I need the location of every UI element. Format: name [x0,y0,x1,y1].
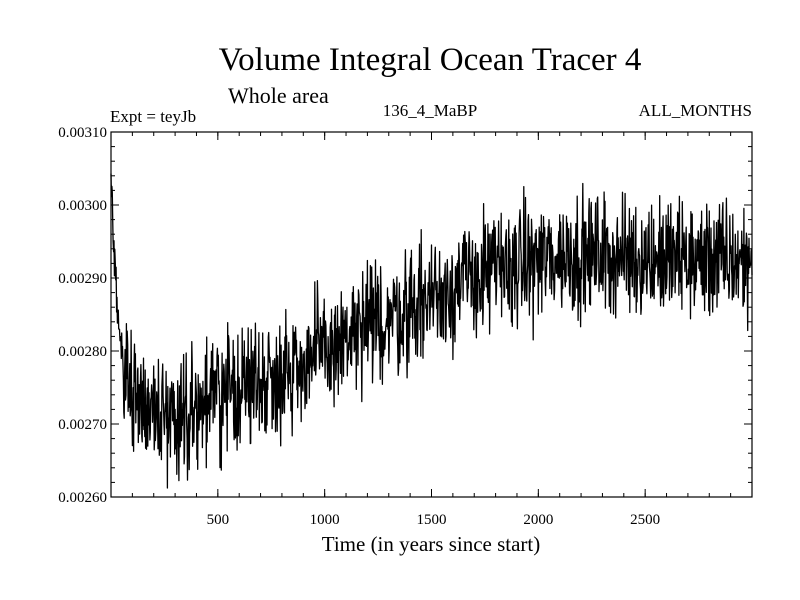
y-tick-label: 0.00270 [58,417,107,433]
plot-frame [110,131,753,498]
x-tick-label: 1500 [417,512,447,528]
x-tick-label: 1000 [310,512,340,528]
x-tick-label: 2500 [630,512,660,528]
chart-subtitle: Whole area [228,83,329,108]
months-label: ALL_MONTHS [639,101,752,120]
experiment-label: Expt = teyJb [110,107,196,126]
x-tick-label: 500 [207,512,230,528]
chart-title: Volume Integral Ocean Tracer 4 [219,42,642,78]
series-line [110,173,753,489]
tick-layer: 0.00260 0.00270 0.00280 0.00290 0.00300 0.003… [58,125,752,528]
series-layer [110,173,753,489]
period-label: 136_4_MaBP [383,101,477,120]
y-tick-label: 0.00260 [58,490,107,506]
y-tick-label: 0.00310 [58,125,107,141]
y-tick-label: 0.00300 [58,198,107,214]
y-tick-label: 0.00280 [58,344,107,360]
y-tick-label: 0.00290 [58,271,107,287]
x-axis-title: Time (in years since start) [322,532,541,556]
x-tick-label: 2000 [523,512,553,528]
